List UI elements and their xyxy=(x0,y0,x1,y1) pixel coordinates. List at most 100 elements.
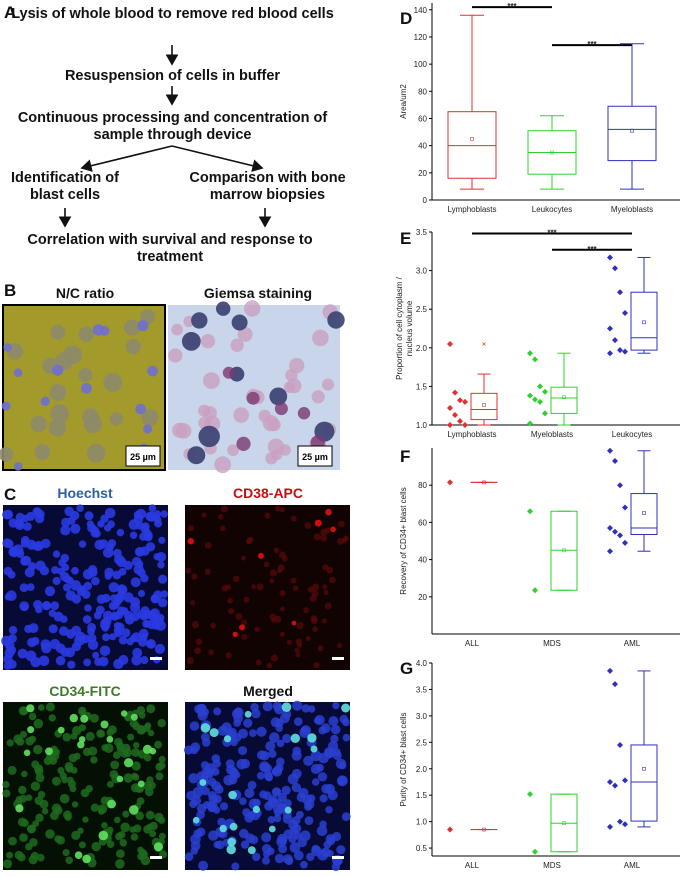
cell xyxy=(113,751,121,759)
cell xyxy=(123,773,133,783)
cell xyxy=(130,577,141,588)
cell xyxy=(67,516,76,525)
y-tick-label: 3.0 xyxy=(416,712,428,721)
cell xyxy=(118,635,128,645)
cell xyxy=(59,772,67,780)
cell xyxy=(136,797,145,805)
cell xyxy=(140,524,150,534)
cell xyxy=(326,836,336,846)
x-tick-label: AML xyxy=(624,861,641,870)
cell xyxy=(262,856,270,865)
cell xyxy=(102,633,111,642)
x-tick-label: Leukocytes xyxy=(612,430,652,439)
cell xyxy=(198,860,209,871)
micrograph xyxy=(0,304,166,471)
mean xyxy=(550,150,554,155)
cell xyxy=(135,560,144,568)
cell xyxy=(118,831,126,839)
y-axis-label: nucleus volume xyxy=(405,300,414,356)
cell xyxy=(244,300,261,317)
cell xyxy=(143,825,152,834)
cell xyxy=(220,505,229,513)
y-tick-label: 2.5 xyxy=(416,738,428,747)
cell xyxy=(321,784,331,794)
cell xyxy=(138,711,146,719)
cell xyxy=(292,585,299,592)
cell xyxy=(17,853,26,862)
cell xyxy=(194,647,202,655)
image-title: CD34-FITC xyxy=(49,683,121,699)
data-point xyxy=(527,350,533,357)
cell xyxy=(149,608,160,619)
panel-label: F xyxy=(400,447,410,466)
cell xyxy=(323,589,329,596)
cell xyxy=(41,807,49,815)
data-point xyxy=(607,667,613,674)
cell xyxy=(157,561,165,569)
cell xyxy=(107,799,116,809)
cell xyxy=(217,513,224,520)
panel-label: C xyxy=(4,485,16,504)
cell xyxy=(240,758,250,769)
cell xyxy=(50,324,66,340)
cell xyxy=(256,583,264,591)
cell xyxy=(119,839,128,847)
cell xyxy=(296,810,304,819)
image-title: Giemsa staining xyxy=(204,285,312,301)
cell xyxy=(4,539,14,549)
y-tick-label: 40 xyxy=(418,556,427,565)
cell xyxy=(243,596,250,603)
cell xyxy=(129,805,139,815)
cell xyxy=(233,407,249,423)
cell xyxy=(13,734,23,744)
cell xyxy=(255,659,262,666)
cell xyxy=(35,605,43,614)
cell xyxy=(278,844,288,854)
cell xyxy=(106,735,114,743)
cell xyxy=(337,520,345,528)
cell xyxy=(272,701,282,711)
cell xyxy=(124,758,134,768)
cell xyxy=(8,625,18,635)
cell xyxy=(168,348,183,363)
cell xyxy=(324,527,331,534)
cell xyxy=(150,594,160,604)
scale-bar xyxy=(150,856,162,859)
cell xyxy=(273,814,282,823)
cell xyxy=(264,512,271,519)
flow-arrows xyxy=(58,45,272,228)
cell xyxy=(83,581,93,591)
data-point xyxy=(607,823,613,830)
cell xyxy=(239,797,247,805)
data-point xyxy=(532,356,538,363)
y-axis-label: Purity of CD34+ blast cells xyxy=(399,712,408,806)
cell xyxy=(148,504,157,512)
cell xyxy=(44,586,56,597)
cell xyxy=(81,382,92,394)
cell xyxy=(304,522,312,529)
x-tick-label: Lymphoblasts xyxy=(447,430,496,439)
data-point xyxy=(527,392,533,399)
cell xyxy=(330,526,336,533)
cell xyxy=(244,788,255,799)
cell xyxy=(201,732,210,742)
image-title: Merged xyxy=(243,683,293,699)
cell xyxy=(101,744,109,752)
cell xyxy=(48,714,56,722)
micrograph xyxy=(185,505,350,670)
cell xyxy=(6,739,14,747)
cell xyxy=(269,569,277,577)
mean xyxy=(630,128,634,133)
y-tick-label: 60 xyxy=(418,114,427,123)
cell xyxy=(39,799,49,809)
cell xyxy=(134,547,145,557)
cell xyxy=(208,794,219,805)
cell xyxy=(84,511,94,521)
cell xyxy=(63,810,72,820)
cell xyxy=(336,845,346,855)
cell xyxy=(108,582,120,593)
cell xyxy=(290,733,300,743)
cell xyxy=(15,804,24,813)
cell xyxy=(92,651,100,659)
data-point xyxy=(532,396,538,403)
